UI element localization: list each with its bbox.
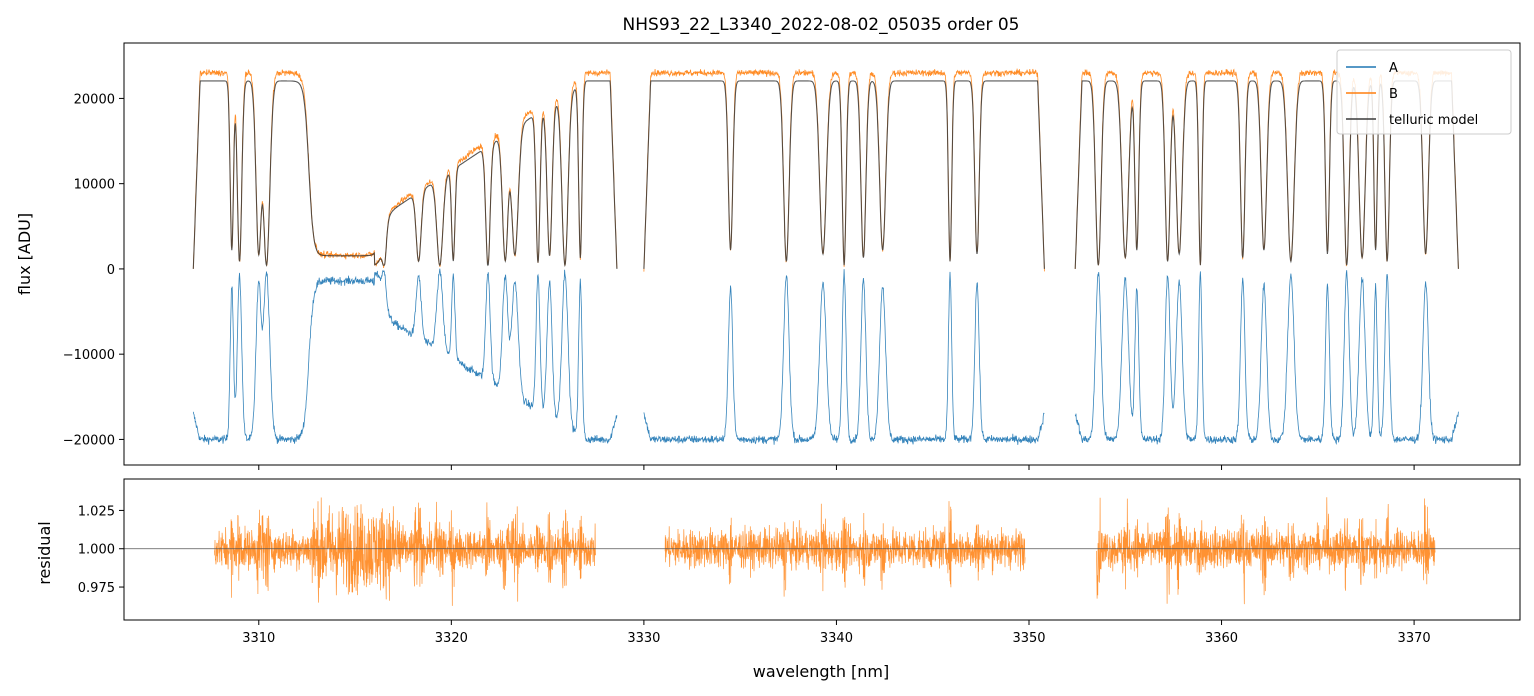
series-a-segment-3 xyxy=(1074,270,1459,446)
residual-panel: 1.025 1.000 0.975 3310 3320 3330 3340 3350 3360… xyxy=(35,478,1521,681)
flux-plot-frame xyxy=(123,42,1521,466)
legend: A B telluric model xyxy=(1336,49,1512,135)
flux-y-ticks: 20000 10000 0 −10000 −20000 xyxy=(63,92,124,448)
residual-y-ticks: 1.025 1.000 0.975 xyxy=(78,504,124,596)
chart-title: NHS93_22_L3340_2022-08-02_05035 order 05 xyxy=(623,15,1020,35)
residual-x-tick-label: 3320 xyxy=(435,631,468,646)
residual-x-tick-label: 3310 xyxy=(242,631,275,646)
flux-y-tick-label: 20000 xyxy=(74,92,115,107)
flux-y-axis-label: flux [ADU] xyxy=(15,213,34,295)
series-a-segment-1 xyxy=(192,268,618,445)
flux-y-tick-label: −10000 xyxy=(63,348,115,363)
residual-y-tick-label: 1.025 xyxy=(78,504,115,519)
residual-series-segment-1 xyxy=(214,497,596,606)
flux-panel: 20000 10000 0 −10000 −20000 flux [ADU] A B t… xyxy=(15,42,1521,470)
legend-label-b: B xyxy=(1389,87,1398,102)
residual-x-ticks: 3310 3320 3330 3340 3350 3360 3370 xyxy=(242,620,1431,646)
flux-y-tick-label: 0 xyxy=(107,263,115,278)
series-a-segment-2 xyxy=(643,269,1045,445)
residual-x-tick-label: 3360 xyxy=(1205,631,1238,646)
residual-x-tick-label: 3330 xyxy=(627,631,660,646)
residual-x-tick-label: 3370 xyxy=(1398,631,1431,646)
series-telluric-model-segment-2 xyxy=(643,80,1045,269)
legend-box xyxy=(1336,49,1512,135)
residual-series-segment-2 xyxy=(664,501,1026,597)
series-telluric-model-segment-1 xyxy=(192,80,618,269)
residual-y-axis-label: residual xyxy=(35,521,54,584)
residual-y-tick-label: 0.975 xyxy=(78,581,115,596)
residual-x-tick-label: 3350 xyxy=(1012,631,1045,646)
x-axis-label: wavelength [nm] xyxy=(753,662,890,681)
legend-label-a: A xyxy=(1389,61,1398,76)
residual-plot-frame xyxy=(123,478,1521,621)
legend-label-telluric: telluric model xyxy=(1389,113,1478,128)
flux-x-ticks xyxy=(258,465,1415,470)
flux-y-tick-label: 10000 xyxy=(74,178,115,193)
flux-plot-area xyxy=(124,43,1520,465)
residual-x-tick-label: 3340 xyxy=(820,631,853,646)
flux-y-tick-label: −20000 xyxy=(63,433,115,448)
residual-y-tick-label: 1.000 xyxy=(78,543,115,558)
